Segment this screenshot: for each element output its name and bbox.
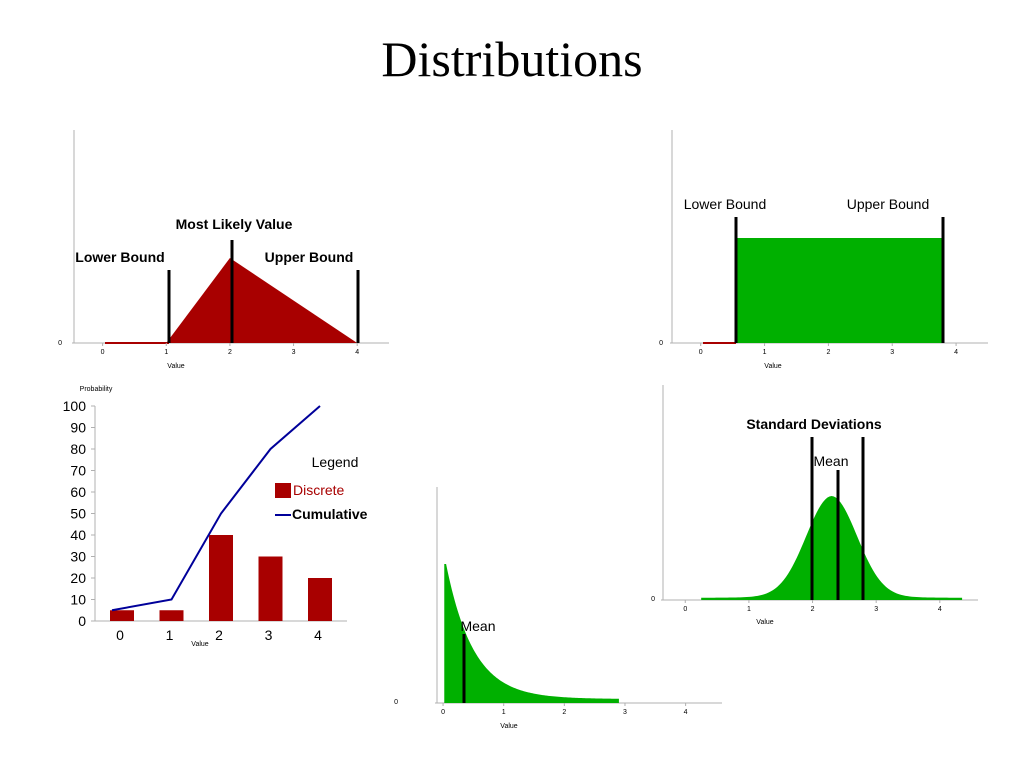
y-tick-label: 20 (70, 570, 86, 586)
x-tick-label: 4 (314, 627, 322, 643)
x-tick-group: 0 1 2 3 4 (116, 627, 322, 643)
x-axis-label: Value (756, 619, 773, 626)
y-tick-label: 70 (70, 463, 86, 479)
most-likely-label: Most Likely Value (176, 216, 293, 232)
bar (159, 610, 184, 621)
legend-discrete-swatch (275, 483, 291, 498)
x-tick-label: 1 (502, 709, 506, 716)
y-tick-label: 0 (651, 596, 655, 603)
y-tick-label: 0 (659, 340, 663, 347)
x-axis-label: Value (191, 641, 208, 648)
page-title: Distributions (381, 31, 643, 87)
x-tick-label: 1 (164, 349, 168, 356)
upper-bound-label: Upper Bound (265, 249, 354, 265)
bar (209, 535, 233, 621)
y-tick-label: 30 (70, 549, 86, 565)
y-tick-label: 10 (70, 592, 86, 608)
y-tick-label: 90 (70, 420, 86, 436)
uniform-area (736, 238, 943, 343)
x-tick-label: 3 (265, 627, 273, 643)
bar (258, 556, 283, 621)
y-axis-label: Probability (80, 386, 113, 393)
y-tick-label: 80 (70, 441, 86, 457)
x-tick-label: 0 (699, 349, 703, 356)
lower-bound-label: Lower Bound (684, 196, 767, 212)
y-tick-label: 40 (70, 527, 86, 543)
y-tick-label: 60 (70, 484, 86, 500)
x-tick-label: 2 (215, 627, 223, 643)
y-tick-label: 100 (63, 398, 87, 414)
y-tick-label: 0 (394, 699, 398, 706)
legend-discrete-label: Discrete (293, 482, 345, 498)
x-tick-group: 0 1 2 3 4 (101, 343, 359, 356)
x-tick-label: 0 (683, 606, 687, 613)
bar (110, 610, 134, 621)
x-tick-label: 0 (101, 349, 105, 356)
x-tick-label: 2 (228, 349, 232, 356)
exponential-curve-area (444, 564, 619, 703)
x-axis-label: Value (500, 723, 517, 730)
y-tick-label: 50 (70, 506, 86, 522)
x-axis-label: Value (167, 363, 184, 370)
x-tick-label: 0 (441, 709, 445, 716)
x-tick-group: 0 1 2 3 4 (683, 600, 942, 613)
y-tick-label: 0 (58, 340, 62, 347)
x-tick-label: 3 (292, 349, 296, 356)
y-tick-label: 0 (78, 613, 86, 629)
x-tick-label: 1 (747, 606, 751, 613)
lower-bound-label: Lower Bound (75, 249, 164, 265)
standard-deviations-label: Standard Deviations (746, 416, 882, 432)
mean-label: Mean (460, 618, 495, 634)
x-tick-label: 4 (938, 606, 942, 613)
cumulative-line (111, 405, 321, 612)
x-tick-label: 1 (763, 349, 767, 356)
mean-label: Mean (813, 453, 848, 469)
x-tick-label: 2 (562, 709, 566, 716)
x-tick-group: 0 1 2 3 4 (699, 343, 958, 356)
x-tick-label: 0 (116, 627, 124, 643)
x-tick-label: 2 (811, 606, 815, 613)
triangle-area (166, 258, 358, 343)
upper-bound-label: Upper Bound (847, 196, 930, 212)
y-tick-group: 0 10 20 30 40 50 60 70 80 90 100 (63, 398, 95, 629)
x-tick-label: 4 (684, 709, 688, 716)
x-axis-label: Value (764, 363, 781, 370)
legend-cumulative-label: Cumulative (292, 506, 368, 522)
x-tick-label: 3 (874, 606, 878, 613)
x-tick-label: 2 (826, 349, 830, 356)
x-tick-label: 1 (166, 627, 174, 643)
bar (308, 578, 332, 621)
x-tick-label: 3 (623, 709, 627, 716)
normal-curve-area (701, 496, 963, 600)
bar-group (110, 535, 332, 621)
x-tick-label: 3 (890, 349, 894, 356)
x-tick-label: 4 (355, 349, 359, 356)
legend-title: Legend (312, 454, 359, 470)
x-tick-label: 4 (954, 349, 958, 356)
x-tick-group: 0 1 2 3 4 (441, 703, 688, 716)
